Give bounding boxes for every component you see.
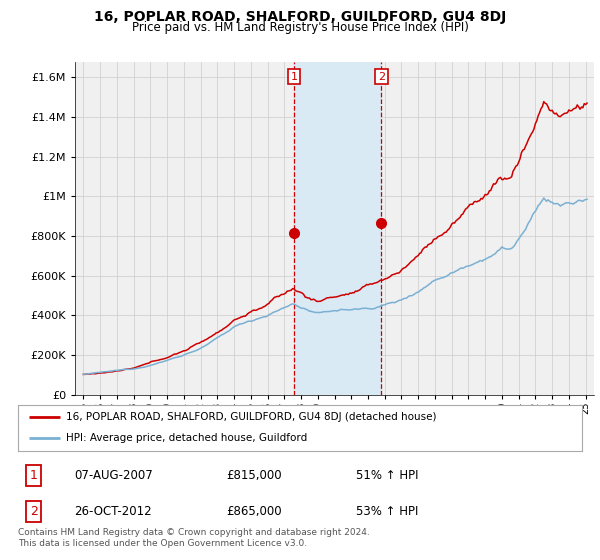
Text: 1: 1 bbox=[30, 469, 38, 482]
Text: 26-OCT-2012: 26-OCT-2012 bbox=[74, 505, 152, 518]
Text: £815,000: £815,000 bbox=[227, 469, 283, 482]
Text: 16, POPLAR ROAD, SHALFORD, GUILDFORD, GU4 8DJ: 16, POPLAR ROAD, SHALFORD, GUILDFORD, GU… bbox=[94, 10, 506, 24]
Text: £865,000: £865,000 bbox=[227, 505, 283, 518]
Text: 2: 2 bbox=[378, 72, 385, 82]
Text: 51% ↑ HPI: 51% ↑ HPI bbox=[356, 469, 419, 482]
Text: 53% ↑ HPI: 53% ↑ HPI bbox=[356, 505, 419, 518]
Text: 16, POPLAR ROAD, SHALFORD, GUILDFORD, GU4 8DJ (detached house): 16, POPLAR ROAD, SHALFORD, GUILDFORD, GU… bbox=[66, 412, 436, 422]
Text: 1: 1 bbox=[290, 72, 298, 82]
Text: HPI: Average price, detached house, Guildford: HPI: Average price, detached house, Guil… bbox=[66, 433, 307, 444]
Text: Contains HM Land Registry data © Crown copyright and database right 2024.
This d: Contains HM Land Registry data © Crown c… bbox=[18, 528, 370, 548]
Bar bbox=[294, 62, 382, 395]
Text: Price paid vs. HM Land Registry's House Price Index (HPI): Price paid vs. HM Land Registry's House … bbox=[131, 21, 469, 34]
Text: 07-AUG-2007: 07-AUG-2007 bbox=[74, 469, 153, 482]
Text: 2: 2 bbox=[30, 505, 38, 518]
